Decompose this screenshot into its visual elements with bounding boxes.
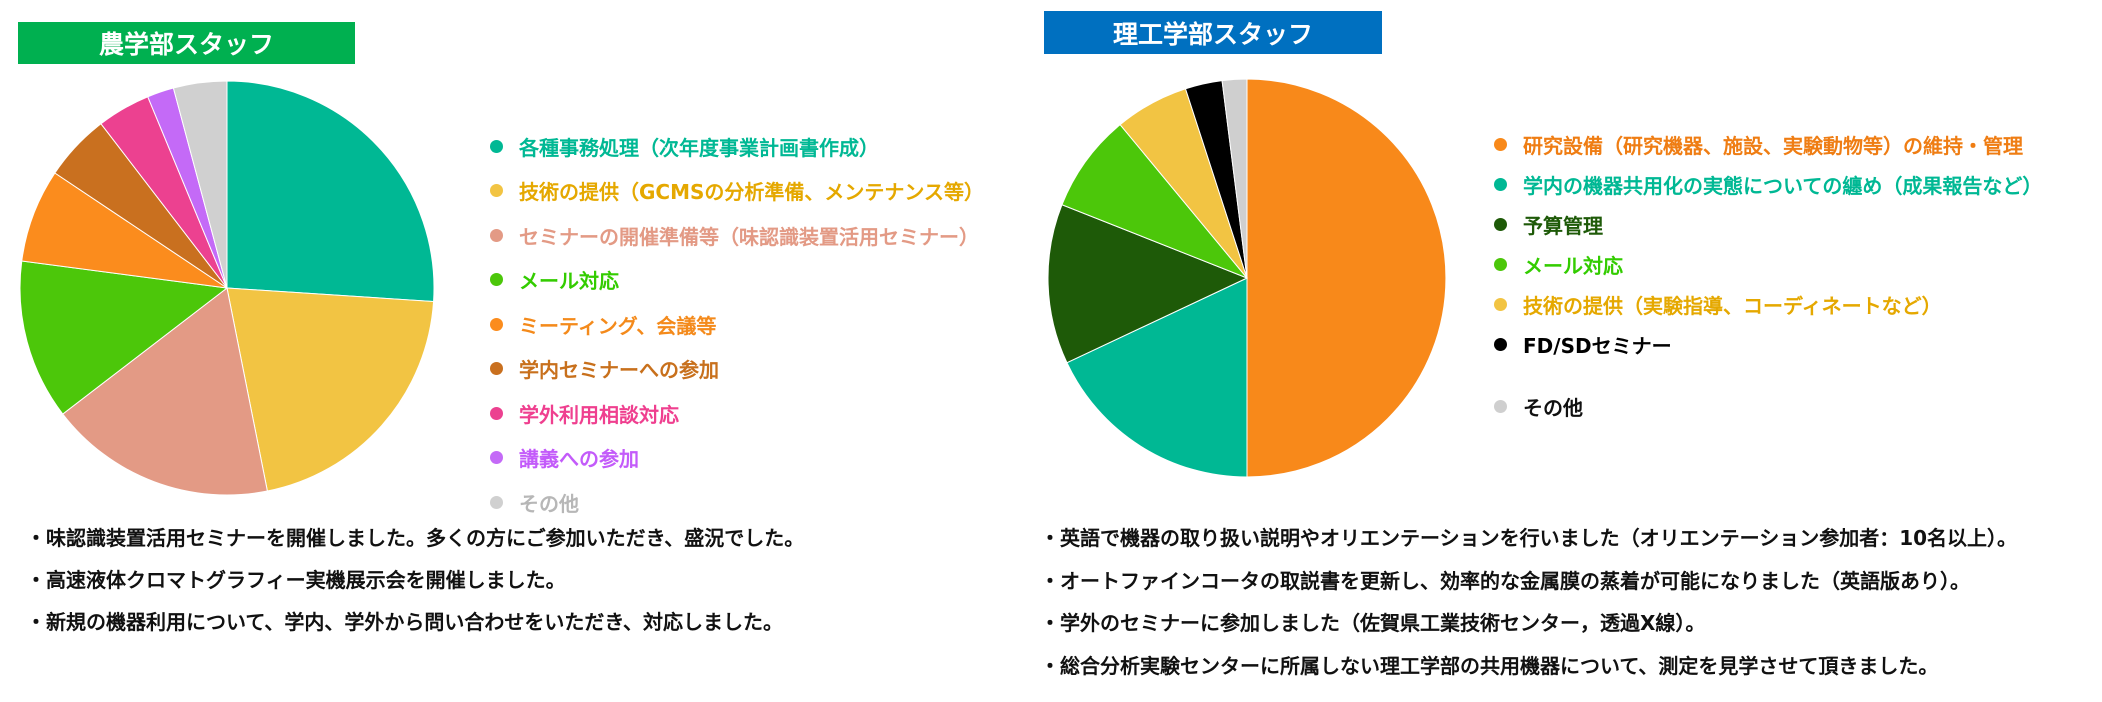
legend-item-6: 学内セミナーへの参加	[490, 347, 984, 392]
note-line-3: ・新規の機器利用について、学内、学外から問い合わせをいただき、対応しました。	[26, 610, 783, 634]
legend-label: その他	[1523, 395, 1583, 420]
legend-item-1: 各種事務処理（次年度事業計画書作成）	[490, 124, 984, 169]
legend-label: FD/SDセミナー	[1523, 333, 1672, 358]
legend-label: 講義への参加	[519, 447, 639, 472]
legend-marker	[490, 317, 503, 331]
note-line-3: ・学外のセミナーに参加しました（佐賀県工業技術センター，透過X線）。	[1040, 611, 1706, 635]
pie-slice-4	[1061, 123, 1248, 279]
legend-label: 学外利用相談対応	[519, 402, 679, 427]
legend-item-6: FD/SDセミナー	[1494, 324, 2042, 364]
legend-label: 各種事務処理（次年度事業計画書作成）	[519, 135, 879, 160]
legend-marker	[490, 495, 503, 509]
legend-label: セミナーの開催準備等（味認識装置活用セミナー）	[519, 224, 979, 249]
agriculture-legend: 各種事務処理（次年度事業計画書作成） 技術の提供（GCMSの分析準備、メンテナンス…	[490, 124, 984, 525]
note-line-4: ・総合分析実験センターに所属しない理工学部の共用機器について、測定を見学させて頂…	[1040, 653, 1939, 678]
legend-marker	[490, 451, 503, 465]
legend-label: メール対応	[519, 269, 619, 294]
pie-slice-1	[226, 80, 435, 303]
legend-label: 学内の機器共用化の実態についての纏め（成果報告など）	[1523, 173, 2043, 198]
note-line-2: ・高速液体クロマトグラフィー実機展示会を開催しました。	[26, 568, 566, 592]
legend-label: 技術の提供（GCMSの分析準備、メンテナンス等）	[519, 180, 985, 205]
legend-marker	[490, 273, 503, 287]
legend-marker	[1494, 217, 1507, 231]
legend-item-3: セミナーの開催準備等（味認識装置活用セミナー）	[490, 213, 984, 258]
pie-slice-9	[172, 80, 228, 289]
agriculture-staff-panel: 農学部スタッフ 各種事務処理（次年度事業計画書作成） 技術の提供（GCMSの分析準…	[0, 0, 1030, 702]
science-engineering-pie-chart	[1047, 78, 1447, 478]
legend-label: ミーティング、会議等	[519, 313, 717, 338]
legend-marker	[490, 184, 503, 198]
pie-slice-4	[19, 260, 229, 415]
legend-marker	[490, 406, 503, 420]
legend-marker	[1494, 257, 1507, 271]
legend-item-5: 技術の提供（実験指導、コーディネートなど）	[1494, 284, 2042, 324]
legend-item-4: メール対応	[490, 258, 984, 303]
legend-item-2: 技術の提供（GCMSの分析準備、メンテナンス等）	[490, 169, 984, 214]
science-engineering-legend: 研究設備（研究機器、施設、実験動物等）の維持・管理 学内の機器共用化の実態について…	[1494, 124, 2042, 426]
pie-slice-1	[1246, 78, 1447, 478]
note-line-2: ・オートファインコータの取説書を更新し、効率的な金属膜の蒸着が可能になりました（…	[1040, 568, 1970, 593]
legend-item-1: 研究設備（研究機器、施設、実験動物等）の維持・管理	[1494, 124, 2042, 164]
legend-marker	[1494, 137, 1507, 151]
legend-item-4: メール対応	[1494, 244, 2042, 284]
legend-marker	[490, 139, 503, 153]
legend-marker	[1494, 297, 1507, 311]
legend-item-9: その他	[490, 480, 984, 525]
pie-slice-3	[1047, 204, 1249, 364]
agriculture-staff-title: 農学部スタッフ	[18, 22, 355, 64]
legend-item-8: 講義への参加	[490, 436, 984, 481]
science-engineering-notes: ・英語で機器の取り扱い説明やオリエンテーションを行いました（オリエンテーション参…	[1040, 522, 2017, 692]
legend-marker	[490, 228, 503, 242]
science-engineering-staff-panel: 理工学部スタッフ 研究設備（研究機器、施設、実験動物等）の維持・管理 学内の機器共…	[1030, 0, 2102, 702]
legend-marker	[1494, 177, 1507, 191]
pie-slice-3	[62, 287, 268, 496]
agriculture-notes: ・味認識装置活用セミナーを開催しました。多くの方にご参加いただき、盛況でした。・…	[26, 522, 804, 648]
legend-label: 学内セミナーへの参加	[519, 358, 719, 383]
legend-item-3: 予算管理	[1494, 204, 2042, 244]
legend-label: その他	[519, 491, 579, 516]
legend-marker	[1494, 399, 1507, 413]
note-line-1: ・味認識装置活用セミナーを開催しました。多くの方にご参加いただき、盛況でした。	[26, 526, 805, 550]
pie-slice-2	[226, 287, 435, 492]
agriculture-pie-chart	[19, 80, 435, 496]
pie-slice-2	[1066, 277, 1248, 478]
legend-label: 研究設備（研究機器、施設、実験動物等）の維持・管理	[1523, 133, 2023, 158]
note-line-1: ・英語で機器の取り扱い説明やオリエンテーションを行いました（オリエンテーション参…	[1040, 526, 2018, 550]
legend-label: メール対応	[1523, 253, 1623, 278]
legend-item-7: その他	[1494, 386, 2042, 426]
legend-item-2: 学内の機器共用化の実態についての纏め（成果報告など）	[1494, 164, 2042, 204]
pie-slice-7	[1221, 78, 1248, 279]
legend-marker	[1494, 337, 1507, 351]
science-engineering-staff-title: 理工学部スタッフ	[1044, 11, 1382, 54]
legend-item-5: ミーティング、会議等	[490, 302, 984, 347]
legend-item-7: 学外利用相談対応	[490, 391, 984, 436]
legend-label: 技術の提供（実験指導、コーディネートなど）	[1523, 293, 1942, 318]
legend-label: 予算管理	[1523, 213, 1603, 238]
legend-marker	[490, 362, 503, 376]
